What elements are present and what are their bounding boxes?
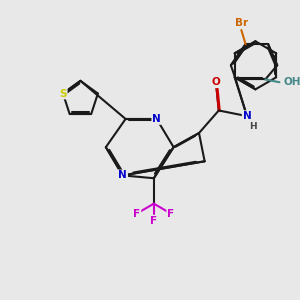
Text: F: F	[133, 208, 140, 218]
Text: H: H	[249, 122, 256, 130]
Text: OH: OH	[284, 77, 300, 87]
Text: F: F	[167, 208, 174, 218]
Text: N: N	[118, 170, 127, 180]
Text: O: O	[212, 77, 220, 87]
Text: N: N	[152, 114, 161, 124]
Text: N: N	[243, 111, 251, 121]
Text: S: S	[59, 88, 67, 98]
Text: F: F	[150, 216, 158, 226]
Text: Br: Br	[235, 18, 248, 28]
